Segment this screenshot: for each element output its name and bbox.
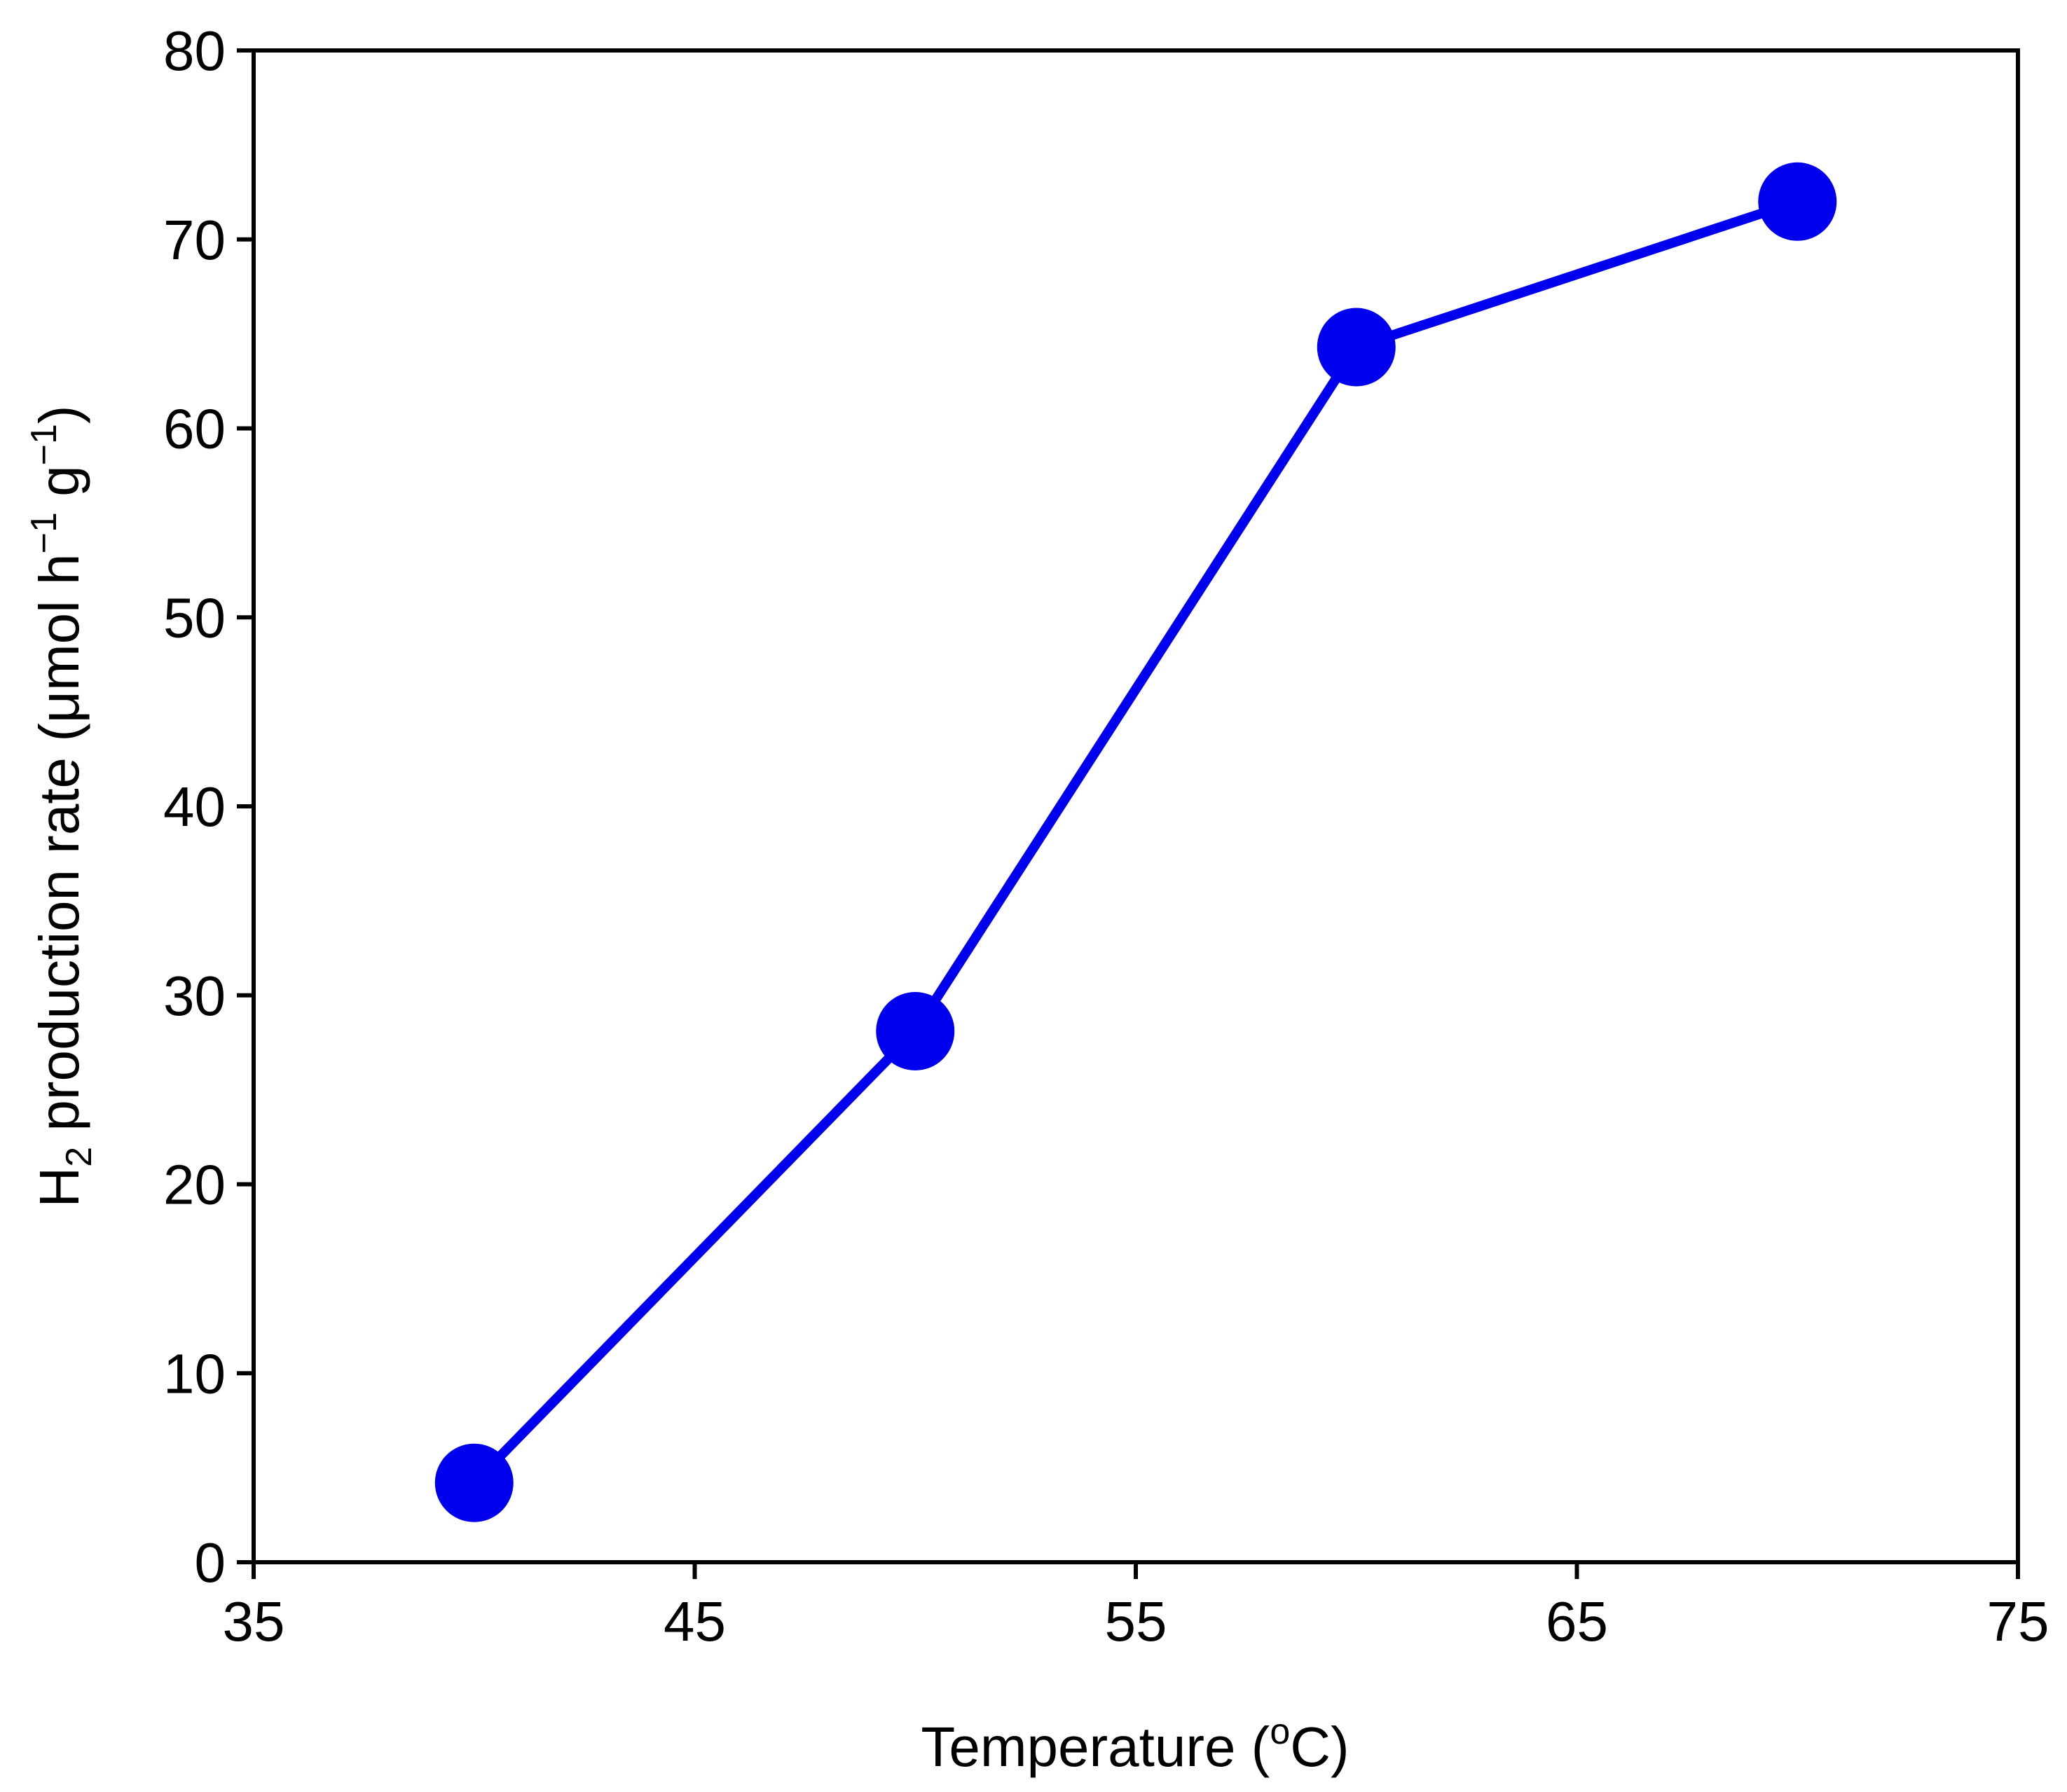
series-0-point-40: [434, 1443, 514, 1522]
x-tick-label-35: 35: [223, 1590, 285, 1653]
series-0-point-70: [1758, 162, 1837, 241]
y-tick-label-30: 30: [163, 965, 226, 1027]
y-axis-title-prefix: H: [28, 1167, 90, 1208]
y-tick-label-50: 50: [163, 586, 226, 649]
y-axis-title: H2 production rate (μmol h−1 g−1): [24, 405, 99, 1207]
y-axis-title-sup1: −1: [24, 512, 64, 553]
y-tick-label-10: 10: [163, 1342, 226, 1405]
series-0-point-60: [1317, 308, 1396, 387]
x-axis-title-tail: C): [1290, 1716, 1349, 1778]
ticks-layer: 35 45 55 65 75 0 10 20 30 40 50 60 70 80: [163, 20, 2049, 1653]
y-axis-title-end: ): [28, 405, 90, 424]
series-0-point-50: [876, 992, 955, 1071]
y-tick-label-20: 20: [163, 1154, 226, 1216]
x-tick-label-65: 65: [1546, 1590, 1608, 1653]
y-axis-title-space: g: [28, 465, 90, 512]
x-tick-label-75: 75: [1987, 1590, 2049, 1653]
y-tick-label-70: 70: [163, 209, 226, 271]
y-axis-title-sub: 2: [59, 1147, 99, 1167]
series-0-line: [469, 196, 1803, 1488]
x-axis-title-main: Temperature (: [921, 1716, 1270, 1778]
y-tick-label-0: 0: [195, 1531, 226, 1594]
y-tick-label-60: 60: [163, 398, 226, 460]
x-axis-title-degree: o: [1270, 1711, 1290, 1752]
y-axis-title-sup2: −1: [24, 424, 64, 465]
series-layer: [434, 162, 1837, 1522]
x-tick-label-55: 55: [1105, 1590, 1167, 1653]
y-axis-title-middle: production rate (μmol h: [28, 553, 90, 1146]
x-tick-label-45: 45: [664, 1590, 726, 1653]
y-tick-label-40: 40: [163, 776, 226, 838]
y-tick-label-80: 80: [163, 20, 226, 82]
plot-frame: [252, 48, 2020, 1564]
x-axis-title: Temperature (oC): [921, 1711, 1349, 1778]
